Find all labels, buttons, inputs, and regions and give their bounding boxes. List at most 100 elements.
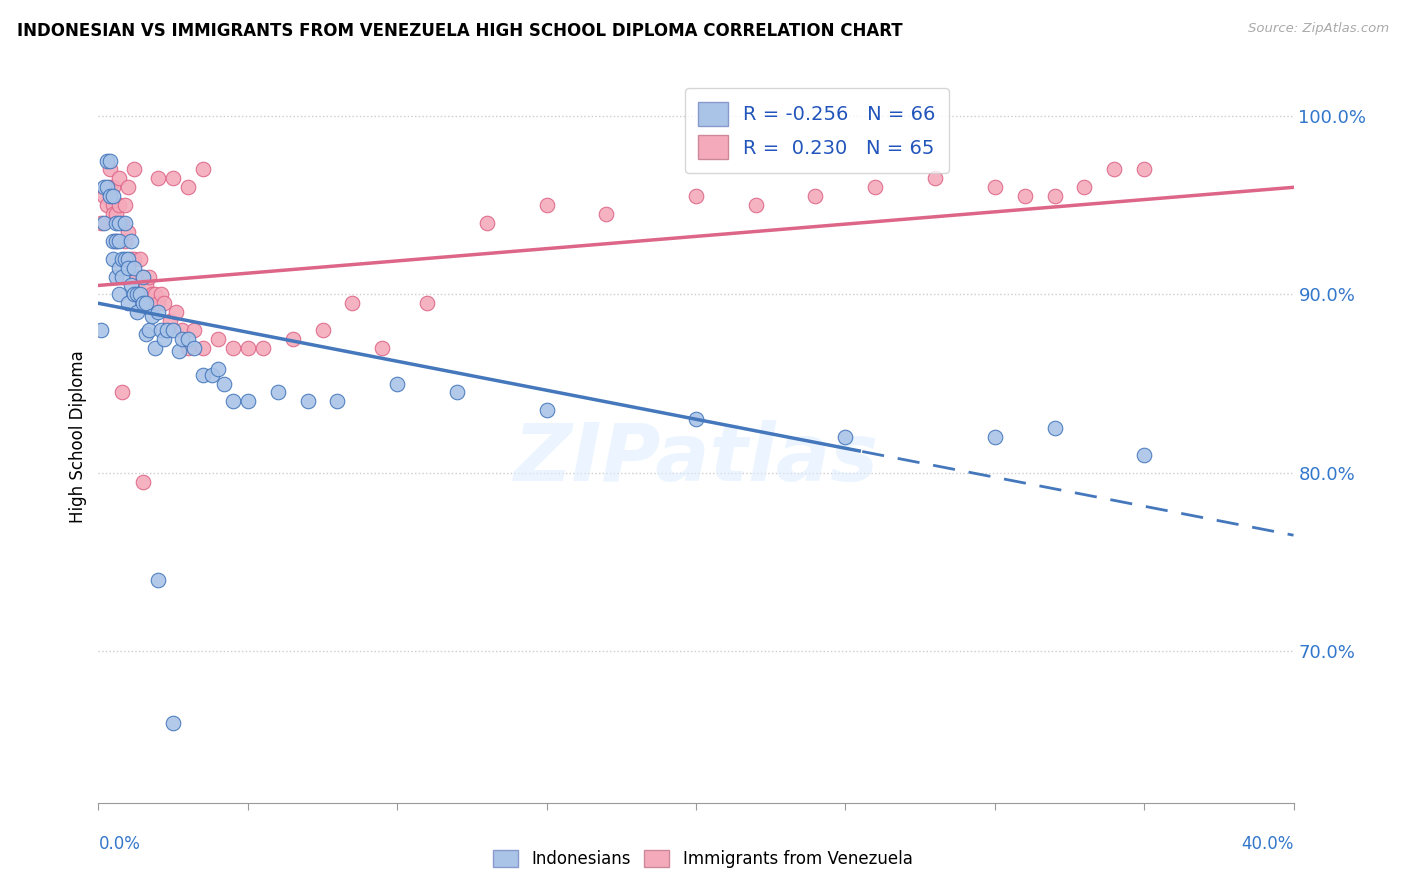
Y-axis label: High School Diploma: High School Diploma bbox=[69, 351, 87, 524]
Point bbox=[103, 189, 125, 203]
Point bbox=[222, 394, 245, 409]
Point bbox=[127, 287, 149, 301]
Point bbox=[108, 260, 131, 275]
Point bbox=[371, 341, 394, 355]
Point bbox=[685, 412, 707, 426]
Point bbox=[114, 198, 136, 212]
Point bbox=[148, 573, 170, 587]
Point bbox=[191, 341, 214, 355]
Point bbox=[162, 323, 184, 337]
Point bbox=[132, 269, 155, 284]
Point bbox=[1133, 448, 1156, 462]
Point bbox=[120, 234, 142, 248]
Point bbox=[865, 180, 887, 194]
Point bbox=[96, 198, 118, 212]
Point bbox=[124, 260, 146, 275]
Point bbox=[117, 296, 139, 310]
Point bbox=[148, 305, 170, 319]
Point bbox=[1104, 162, 1126, 177]
Point bbox=[103, 180, 125, 194]
Point bbox=[108, 287, 131, 301]
Point bbox=[297, 394, 319, 409]
Point bbox=[120, 252, 142, 266]
Point bbox=[236, 341, 259, 355]
Point bbox=[191, 162, 214, 177]
Point bbox=[148, 171, 170, 186]
Point bbox=[105, 216, 128, 230]
Point bbox=[124, 162, 146, 177]
Point bbox=[93, 189, 115, 203]
Point bbox=[111, 269, 134, 284]
Point bbox=[183, 323, 205, 337]
Point bbox=[96, 180, 118, 194]
Point bbox=[172, 323, 194, 337]
Point bbox=[111, 385, 134, 400]
Point bbox=[1073, 180, 1095, 194]
Point bbox=[177, 332, 200, 346]
Point bbox=[536, 198, 558, 212]
Point bbox=[191, 368, 214, 382]
Point bbox=[141, 287, 163, 301]
Text: Source: ZipAtlas.com: Source: ZipAtlas.com bbox=[1249, 22, 1389, 36]
Point bbox=[117, 260, 139, 275]
Point bbox=[172, 332, 194, 346]
Point bbox=[177, 180, 200, 194]
Point bbox=[201, 368, 224, 382]
Point bbox=[117, 252, 139, 266]
Point bbox=[135, 296, 157, 310]
Point bbox=[311, 323, 333, 337]
Point bbox=[132, 475, 155, 489]
Point bbox=[96, 153, 118, 168]
Point bbox=[167, 344, 190, 359]
Point bbox=[153, 296, 176, 310]
Point bbox=[183, 341, 205, 355]
Point bbox=[105, 269, 128, 284]
Point bbox=[124, 287, 146, 301]
Point bbox=[984, 180, 1007, 194]
Point bbox=[342, 296, 364, 310]
Point bbox=[105, 207, 128, 221]
Point bbox=[165, 305, 187, 319]
Point bbox=[281, 332, 304, 346]
Point bbox=[124, 252, 146, 266]
Point bbox=[141, 309, 163, 323]
Point bbox=[446, 385, 468, 400]
Legend: Indonesians, Immigrants from Venezuela: Indonesians, Immigrants from Venezuela bbox=[486, 843, 920, 875]
Point bbox=[103, 198, 125, 212]
Point bbox=[148, 296, 170, 310]
Point bbox=[143, 287, 166, 301]
Point bbox=[93, 180, 115, 194]
Point bbox=[162, 171, 184, 186]
Point bbox=[98, 162, 122, 177]
Point bbox=[103, 252, 125, 266]
Point bbox=[1014, 189, 1036, 203]
Point bbox=[108, 198, 131, 212]
Point bbox=[132, 269, 155, 284]
Point bbox=[129, 287, 152, 301]
Point bbox=[1133, 162, 1156, 177]
Point bbox=[105, 234, 128, 248]
Point bbox=[114, 216, 136, 230]
Point bbox=[924, 171, 946, 186]
Point bbox=[127, 305, 149, 319]
Point bbox=[138, 323, 160, 337]
Point bbox=[127, 269, 149, 284]
Point bbox=[108, 234, 131, 248]
Point bbox=[143, 341, 166, 355]
Point bbox=[111, 252, 134, 266]
Point bbox=[108, 216, 131, 230]
Point bbox=[103, 234, 125, 248]
Point bbox=[1043, 189, 1066, 203]
Point bbox=[207, 332, 229, 346]
Point bbox=[212, 376, 235, 391]
Point bbox=[98, 153, 122, 168]
Point bbox=[207, 362, 229, 376]
Point bbox=[159, 314, 181, 328]
Point bbox=[135, 326, 157, 341]
Point bbox=[114, 252, 136, 266]
Point bbox=[834, 430, 856, 444]
Point bbox=[111, 216, 134, 230]
Point bbox=[120, 278, 142, 293]
Point bbox=[117, 225, 139, 239]
Point bbox=[536, 403, 558, 417]
